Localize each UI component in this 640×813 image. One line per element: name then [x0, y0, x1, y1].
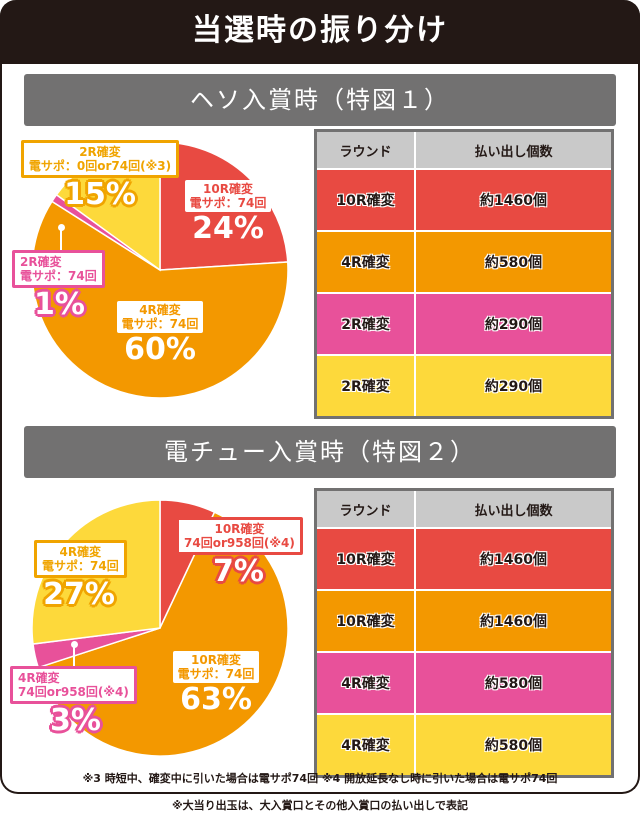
round-cell: 4R確変	[315, 231, 416, 294]
table-row: 2R確変 約290個	[315, 293, 613, 356]
round-cell: 4R確変	[315, 652, 416, 715]
payout-table-heso: ラウンド 払い出し個数 10R確変 約1460個 4R確変 約580個 2R確変…	[314, 129, 614, 419]
label-line2: 電サポ：74回	[189, 196, 267, 210]
label-line1: 10R確変	[203, 182, 253, 196]
table-row: 4R確変 約580個	[315, 714, 613, 777]
pie-label-10r-b: 10R確変 電サポ：74回 63%	[166, 651, 266, 717]
round-cell: 10R確変	[315, 590, 416, 653]
footnote-outer: ※大当り出玉は、大入賞口とその他入賞口の払い出しで表記	[171, 799, 469, 812]
pie-label-2r-b: 2R確変 電サポ：0回or74回(※3) 15%	[20, 140, 180, 212]
payout-cell: 約1460個	[415, 528, 613, 591]
percent-value: 7%	[213, 554, 264, 589]
pin-line	[73, 645, 75, 667]
percent-value: 15%	[64, 177, 136, 212]
table-row: 2R確変 約290個	[315, 355, 613, 418]
round-cell: 10R確変	[315, 169, 416, 232]
pie-label-2r-a: 2R確変 電サポ：74回 1%	[12, 250, 112, 322]
payout-cell: 約1460個	[415, 590, 613, 653]
label-line2: 電サポ：74回	[20, 269, 97, 283]
payout-cell: 約290個	[484, 379, 543, 395]
table-row: 4R確変 約580個	[315, 231, 613, 294]
column-header-round: ラウンド	[315, 489, 416, 529]
pie-chart-denchu: 10R確変 74回or958回(※4) 7% 10R確変 電サポ：74回 63% 4…	[0, 488, 310, 788]
payout-cell: 約290個	[415, 293, 613, 356]
table-row: 10R確変 約1460個	[315, 590, 613, 653]
pie-label-10r: 10R確変 電サポ：74回 24%	[183, 180, 273, 246]
section-title-denchu: 電チュー入賞時（特図２）	[24, 426, 616, 478]
column-header-payout: 払い出し個数	[415, 130, 613, 170]
table-row: 4R確変 約580個	[315, 652, 613, 715]
round-cell: 2R確変	[315, 355, 416, 418]
label-line2: 電サポ：74回	[177, 667, 255, 681]
round-cell: 2R確変	[315, 293, 416, 356]
payout-cell: 約1460個	[415, 169, 613, 232]
pie-label-4r-a: 4R確変 74回or958回(※4) 3%	[10, 666, 140, 738]
label-line1: 4R確変	[18, 671, 60, 685]
percent-value: 27%	[43, 577, 115, 612]
pin-dot	[71, 641, 78, 648]
percent-value: 3%	[50, 703, 101, 738]
payout-table-denchu: ラウンド 払い出し個数 10R確変 約1460個 10R確変 約1460個 4R…	[314, 488, 614, 778]
payout-cell: 約580個	[415, 231, 613, 294]
pin-dot	[58, 224, 65, 231]
label-line2: 電サポ：74回	[121, 317, 199, 331]
label-line2: 電サポ：0回or74回(※3)	[28, 159, 172, 173]
footnote-inner: ※3 時短中、確変中に引いた場合は電サポ74回 ※4 開放延長なし時に引いた場合…	[82, 772, 558, 785]
percent-value: 24%	[192, 211, 264, 246]
label-line2: 74回or958回(※4)	[184, 536, 295, 550]
label-line1: 10R確変	[191, 653, 241, 667]
payout-cell: 約580個	[415, 652, 613, 715]
label-line2: 電サポ：74回	[42, 559, 119, 573]
label-line2: 74回or958回(※4)	[18, 685, 129, 699]
percent-value: 1%	[34, 287, 85, 322]
label-line1: 4R確変	[139, 303, 181, 317]
label-line1: 2R確変	[20, 255, 62, 269]
column-header-payout: 払い出し個数	[415, 489, 613, 529]
pie-label-4r: 4R確変 電サポ：74回 60%	[110, 301, 210, 367]
payout-cell: 約580個	[484, 738, 543, 754]
pie-label-4r-b: 4R確変 電サポ：74回 27%	[34, 540, 127, 612]
percent-value: 63%	[180, 682, 252, 717]
pie-label-10r-a: 10R確変 74回or958回(※4) 7%	[176, 517, 303, 589]
column-header-round: ラウンド	[315, 130, 416, 170]
pie-chart-heso: 10R確変 電サポ：74回 24% 4R確変 電サポ：74回 60% 2R確変 電サポ…	[0, 130, 310, 430]
round-cell: 10R確変	[315, 528, 416, 591]
table-header-row: ラウンド 払い出し個数	[315, 130, 613, 170]
round-cell: 4R確変	[315, 714, 416, 777]
pin-line	[60, 228, 62, 252]
label-line1: 10R確変	[214, 522, 265, 536]
label-line1: 4R確変	[59, 545, 102, 559]
page-title: 当選時の振り分け	[0, 0, 640, 64]
table-row: 10R確変 約1460個	[315, 169, 613, 232]
section-title-heso: ヘソ入賞時（特図１）	[24, 74, 616, 126]
table-row: 10R確変 約1460個	[315, 528, 613, 591]
label-line1: 2R確変	[79, 145, 121, 159]
table-header-row: ラウンド 払い出し個数	[315, 489, 613, 529]
percent-value: 60%	[124, 332, 196, 367]
